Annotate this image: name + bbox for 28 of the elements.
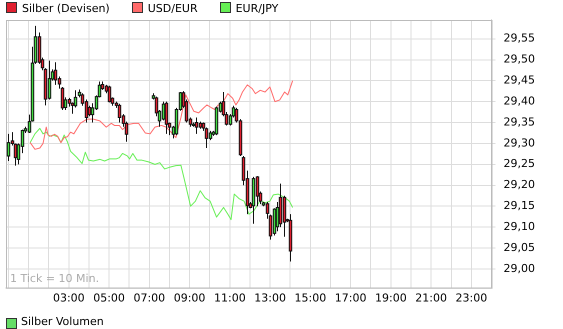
y-tick-label: 29,30 (504, 136, 536, 150)
x-tick-label: 05:00 (93, 291, 125, 304)
y-tick-label: 29,10 (504, 220, 536, 233)
y-tick-label: 29,35 (504, 115, 536, 128)
x-tick-label: 03:00 (52, 291, 85, 304)
y-tick-label: 29,20 (504, 178, 536, 192)
text: Silber Volumen (21, 315, 104, 328)
y-tick-label: 29,50 (504, 52, 536, 66)
y-tick-label: 29,25 (504, 157, 536, 170)
x-tick-label: 21:00 (415, 291, 447, 304)
x-tick-label: 19:00 (375, 291, 407, 304)
legend-label: EUR/JPY (234, 2, 278, 15)
y-tick-label: 29,05 (504, 240, 536, 254)
x-tick-label: 15:00 (294, 291, 326, 304)
annotation: 1 Tick = 10 Min. (10, 272, 100, 285)
legend-label: Silber (Devisen) (21, 2, 110, 15)
x-tick-label: 23:00 (456, 291, 488, 304)
x-tick-label: 11:00 (214, 291, 246, 304)
y-tick-label: 29,45 (504, 74, 536, 87)
x-tick-label: 09:00 (174, 291, 206, 304)
legend-label: USD/EUR (146, 2, 198, 15)
x-tick-label: 13:00 (254, 291, 286, 304)
y-tick-label: 29,00 (504, 262, 536, 275)
y-tick-label: 29,15 (504, 199, 536, 212)
x-tick-label: 07:00 (133, 291, 166, 304)
x-tick-label: 17:00 (334, 291, 366, 304)
y-tick-label: 29,40 (504, 94, 536, 108)
y-tick-label: 29,55 (504, 32, 536, 45)
